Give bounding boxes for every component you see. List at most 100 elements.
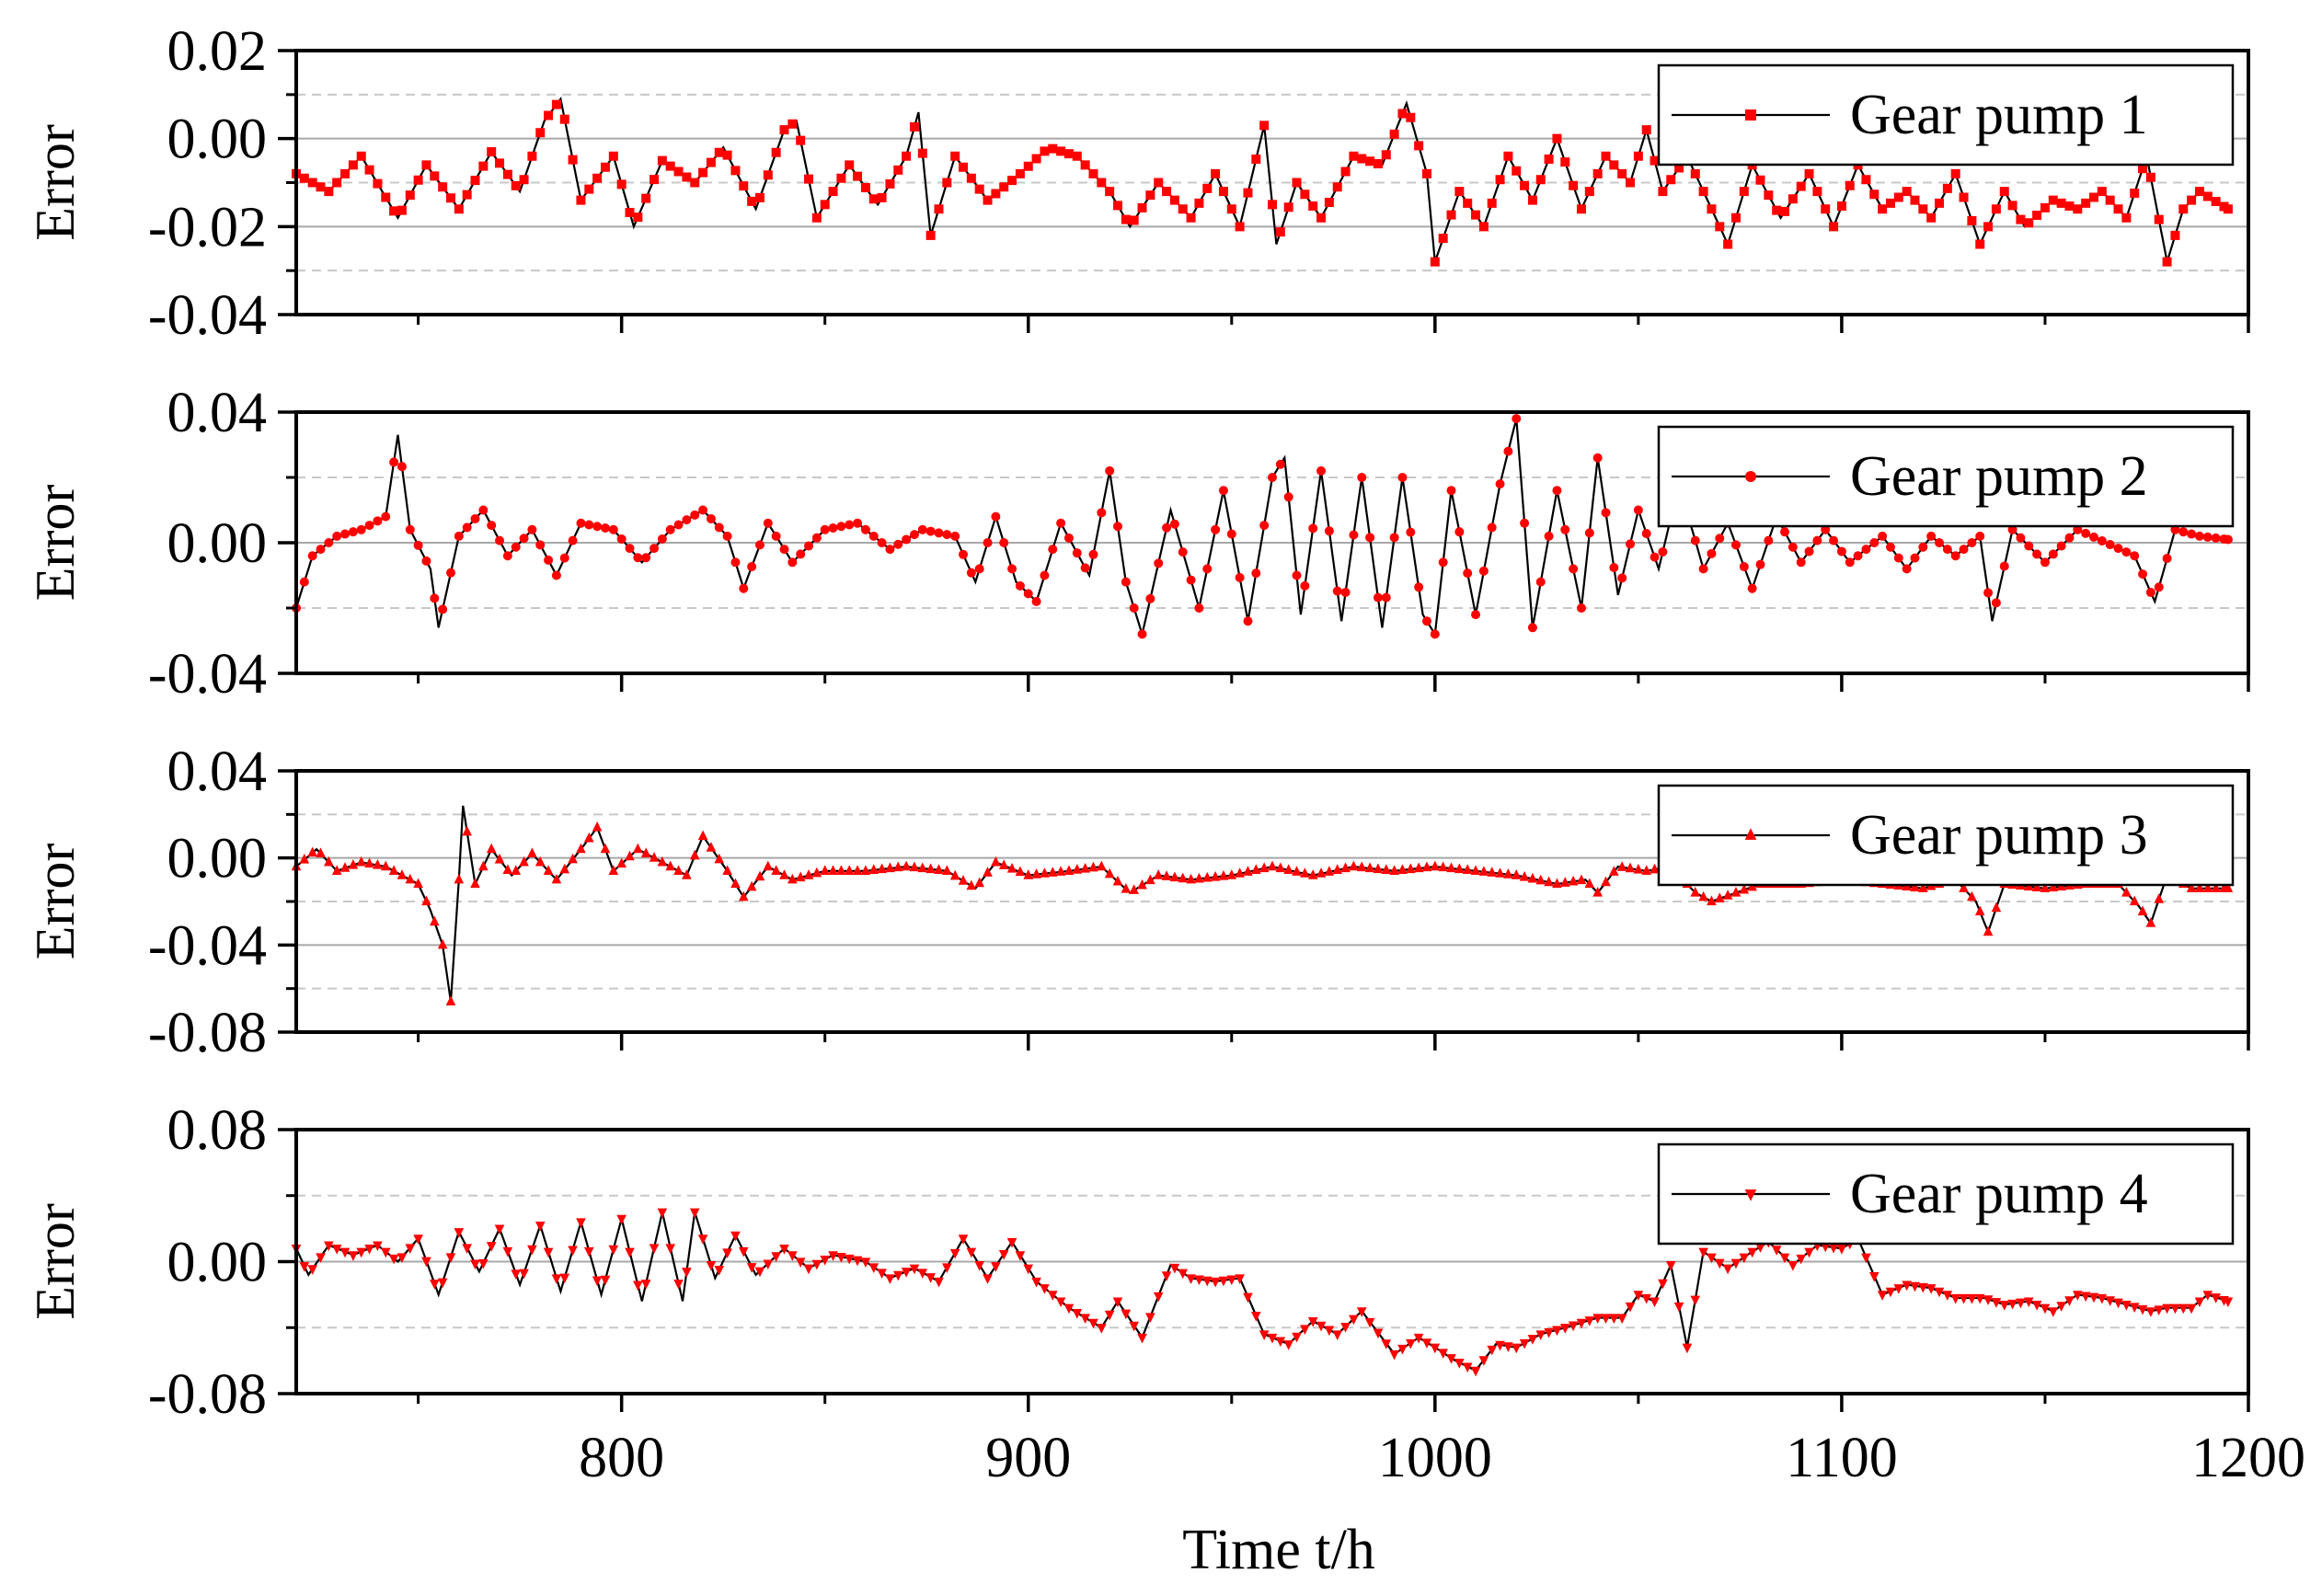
data-point <box>527 524 537 534</box>
data-point <box>657 855 668 867</box>
data-point <box>1616 861 1627 871</box>
data-point <box>316 847 326 858</box>
data-point <box>600 843 611 854</box>
data-point <box>1235 867 1245 878</box>
data-point <box>892 861 903 872</box>
data-point <box>1332 864 1343 875</box>
data-point <box>1715 222 1725 232</box>
data-point <box>348 160 358 170</box>
data-point <box>511 180 521 190</box>
data-point <box>1714 892 1725 902</box>
data-point <box>2137 1304 2148 1315</box>
data-point <box>576 195 586 205</box>
data-point <box>1349 151 1359 161</box>
data-point <box>2097 535 2107 545</box>
data-point <box>1999 1301 2010 1311</box>
legend: Gear pump 3 <box>1657 784 2235 887</box>
data-point <box>1218 1276 1229 1287</box>
data-point <box>316 1253 326 1263</box>
x-tick-label: 1000 <box>1378 1427 1492 1489</box>
data-point <box>966 173 976 183</box>
data-point <box>1926 212 1937 223</box>
data-point <box>608 151 618 161</box>
data-point <box>1202 183 1213 193</box>
data-point <box>1512 166 1522 176</box>
data-point <box>1626 178 1636 188</box>
data-point <box>470 878 480 889</box>
data-point <box>885 1274 895 1284</box>
data-point <box>722 1248 732 1258</box>
data-point <box>1349 530 1359 540</box>
data-point <box>1357 154 1367 164</box>
data-point <box>738 1246 749 1257</box>
data-point <box>1707 895 1717 906</box>
data-point <box>1633 505 1643 515</box>
data-point <box>1698 1247 1708 1258</box>
data-point <box>307 846 317 857</box>
data-point <box>356 1247 367 1258</box>
data-point <box>983 867 993 877</box>
data-point <box>828 187 838 197</box>
data-point <box>2023 1297 2034 1308</box>
data-point <box>828 523 838 534</box>
data-point <box>1560 524 1570 534</box>
data-point <box>487 521 497 531</box>
data-point <box>2145 587 2155 597</box>
data-point <box>852 1256 863 1267</box>
data-point <box>1226 1275 1237 1286</box>
data-point <box>1243 866 1253 876</box>
data-point <box>1186 1274 1196 1284</box>
data-point <box>665 524 675 534</box>
legend: Gear pump 2 <box>1657 425 2235 528</box>
data-point <box>1641 1293 1652 1304</box>
data-point <box>348 1251 359 1261</box>
data-point <box>1715 534 1725 544</box>
data-point <box>1764 190 1774 201</box>
data-point <box>1007 176 1017 186</box>
data-point <box>2186 1303 2197 1315</box>
data-point <box>763 1259 774 1270</box>
data-point <box>1406 527 1416 537</box>
data-point <box>1658 1279 1668 1290</box>
data-point <box>836 173 846 183</box>
data-point <box>373 1241 383 1252</box>
data-point <box>950 151 960 161</box>
data-point <box>608 524 618 534</box>
data-point <box>1243 1292 1253 1303</box>
data-point <box>1779 1253 1790 1264</box>
data-point <box>1365 533 1375 543</box>
data-point <box>697 1234 708 1245</box>
data-point <box>1194 198 1204 208</box>
data-point <box>1169 871 1180 882</box>
data-point <box>1153 1292 1164 1303</box>
data-point <box>1519 1338 1530 1349</box>
y-axis-title: Error <box>25 844 86 960</box>
data-point <box>820 865 831 875</box>
data-point <box>405 873 416 884</box>
data-point <box>1861 545 1871 555</box>
data-point <box>1446 862 1456 873</box>
data-point <box>1601 1314 1611 1325</box>
data-point <box>641 553 651 563</box>
legend-label: Gear pump 3 <box>1850 804 2148 867</box>
data-point <box>324 855 334 867</box>
data-point <box>1356 861 1367 872</box>
data-point <box>1324 526 1334 536</box>
data-point <box>1137 629 1147 639</box>
data-point <box>511 1269 522 1280</box>
data-point <box>413 540 423 550</box>
data-point <box>1950 168 1960 178</box>
data-point <box>1446 210 1456 220</box>
data-point <box>2162 1303 2172 1315</box>
data-point <box>1316 1321 1327 1332</box>
data-point <box>2223 882 2234 892</box>
data-point <box>568 535 578 545</box>
data-point <box>1967 215 1977 225</box>
data-point <box>364 521 374 531</box>
data-point <box>1389 533 1399 543</box>
legend: Gear pump 1 <box>1657 63 2235 166</box>
data-point <box>421 556 431 566</box>
data-point <box>1601 508 1611 518</box>
data-point <box>779 125 789 135</box>
data-point <box>860 182 870 192</box>
